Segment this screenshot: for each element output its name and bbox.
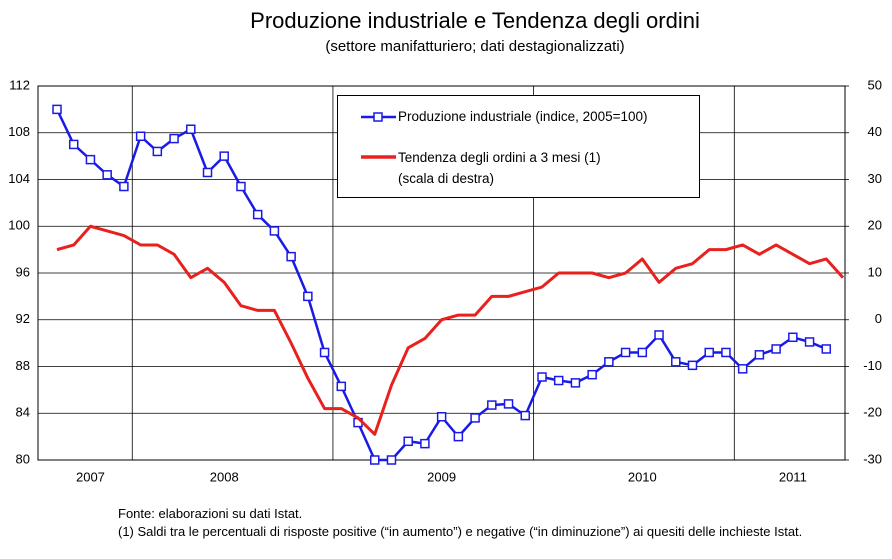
y2-tick-label: 30 (868, 171, 882, 186)
y-tick-label: 84 (16, 405, 30, 420)
point-marker (754, 350, 765, 360)
point-marker (788, 332, 798, 343)
point-marker (687, 360, 698, 371)
chart-subtitle: (settore manifatturiero; dati destagiona… (325, 38, 625, 55)
y2-tick-label: 40 (868, 124, 882, 139)
y2-tick-label: -20 (863, 405, 882, 420)
chart: 80 84 88 92 96 100 104 108 112 -30 -20 -10 0 10 20 30 40… (8, 77, 882, 484)
point-marker (135, 131, 146, 142)
point-marker (487, 400, 497, 410)
point-marker (52, 104, 62, 115)
point-marker (252, 209, 263, 220)
point-marker (286, 251, 296, 262)
point-marker (537, 372, 547, 382)
point-marker (704, 347, 714, 358)
point-marker (721, 347, 731, 358)
point-marker (520, 410, 531, 421)
footnote: (1) Saldi tra le percentuali di risposte… (118, 524, 803, 539)
chart-title: Produzione industriale e Tendenza degli … (250, 8, 700, 33)
y-tick-label: 92 (16, 311, 30, 326)
x-tick-label: 2009 (427, 469, 456, 484)
point-marker (654, 330, 664, 340)
legend-keys (361, 112, 396, 159)
point-marker (420, 438, 430, 449)
point-marker (821, 344, 832, 354)
footnote: Fonte: elaborazioni su dati Istat. (118, 506, 303, 521)
y2-tick-label: 50 (868, 77, 882, 92)
point-marker (386, 455, 397, 465)
y-tick-label: 100 (8, 218, 30, 233)
y2-tick-label: 10 (868, 264, 882, 279)
point-marker (470, 413, 480, 423)
y-tick-label: 104 (8, 171, 30, 186)
x-tick-label: 2010 (628, 469, 657, 484)
y2-tick-label: 20 (868, 218, 882, 233)
point-marker (604, 357, 614, 367)
point-marker (453, 431, 464, 442)
x-tick-label: 2007 (76, 469, 105, 484)
x-tick-label: 2008 (210, 469, 239, 484)
point-marker (119, 181, 129, 192)
point-marker (102, 170, 112, 180)
point-marker (303, 291, 313, 302)
point-marker (186, 124, 196, 134)
legend-marker (373, 112, 383, 122)
point-marker (68, 139, 79, 150)
point-marker (202, 167, 213, 178)
point-marker (169, 133, 179, 144)
point-marker (236, 181, 246, 192)
point-marker (336, 381, 347, 392)
plot-frame (37, 85, 846, 461)
point-marker (804, 337, 815, 347)
legend-label: Produzione industriale (indice, 2005=100… (398, 109, 648, 124)
point-marker (587, 369, 597, 380)
point-marker (436, 412, 447, 422)
y-tick-label: 88 (16, 358, 30, 373)
point-marker (269, 226, 280, 236)
point-marker (553, 375, 564, 386)
point-marker (637, 347, 648, 358)
y-tick-label: 112 (9, 77, 30, 92)
point-marker (152, 146, 163, 157)
point-marker (737, 364, 748, 374)
y-tick-label: 96 (16, 264, 30, 279)
y-tick-label: 108 (8, 124, 30, 139)
legend-label: Tendenza degli ordini a 3 mesi (1) (scal… (398, 150, 601, 186)
point-marker (319, 347, 330, 358)
point-marker (771, 344, 781, 354)
y2-tick-label: -30 (863, 451, 882, 466)
series-line (56, 224, 845, 436)
y2-tick-label: -10 (863, 358, 882, 373)
point-marker (219, 151, 229, 161)
legend: Produzione industriale (indice, 2005=100… (337, 95, 700, 198)
point-marker (503, 399, 514, 409)
y-tick-label: 80 (16, 451, 30, 466)
point-marker (620, 347, 631, 358)
y2-tick-label: 0 (875, 311, 882, 326)
x-tick-label: 2011 (779, 469, 807, 484)
point-marker (570, 378, 581, 388)
point-marker (671, 357, 681, 367)
point-marker (369, 455, 380, 465)
point-marker (85, 154, 96, 165)
point-marker (403, 436, 413, 447)
